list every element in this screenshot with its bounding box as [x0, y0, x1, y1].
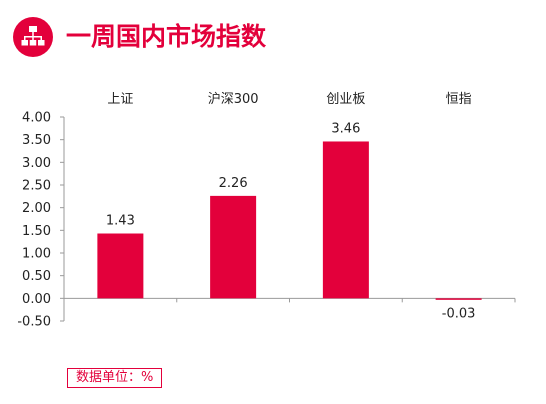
value-label: 1.43	[106, 214, 135, 229]
page-title: 一周国内市场指数	[66, 22, 267, 51]
bar	[210, 195, 257, 299]
y-tick-label: 1.00	[22, 247, 51, 262]
category-label: 上证	[107, 92, 133, 107]
y-tick-label: 4.00	[22, 111, 51, 126]
unit-label: 数据单位：%	[67, 368, 163, 388]
bar	[435, 298, 482, 300]
y-tick-label: 1.50	[22, 224, 51, 239]
value-label: -0.03	[442, 306, 476, 321]
category-label: 恒指	[446, 92, 472, 107]
bar	[97, 233, 144, 299]
category-label: 沪深300	[208, 91, 259, 107]
y-tick-label: -0.50	[17, 315, 51, 330]
y-tick-label: 0.00	[22, 292, 51, 307]
org-chart-icon	[13, 17, 53, 57]
y-tick-label: 3.50	[22, 133, 51, 148]
y-tick-label: 3.00	[22, 156, 51, 171]
value-label: 3.46	[331, 121, 360, 136]
value-label: 2.26	[219, 176, 248, 191]
y-tick-label: 0.50	[22, 269, 51, 284]
bar	[322, 141, 369, 299]
y-tick-label: 2.00	[22, 201, 51, 216]
y-tick-label: 2.50	[22, 179, 51, 194]
category-label: 创业板	[326, 92, 365, 107]
